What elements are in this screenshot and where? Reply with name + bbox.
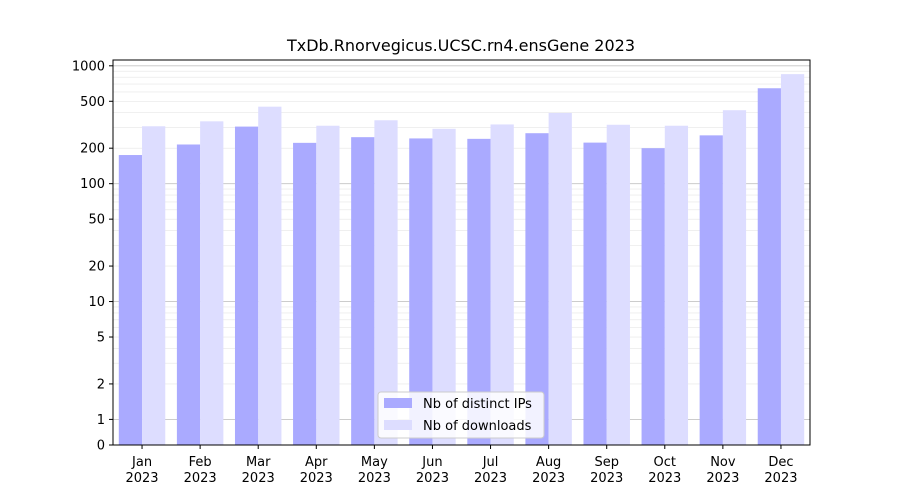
y-tick-label: 0	[97, 439, 105, 454]
y-axis: 0 1 2 5 10 20 50 100 200 500 1000	[72, 59, 113, 454]
y-tick-label: 20	[88, 260, 105, 275]
bar-ips-6	[467, 138, 491, 446]
x-tick-label: Dec 2023	[764, 455, 797, 486]
legend-box	[377, 391, 545, 439]
legend: Nb of distinct IPs Nb of downloads	[377, 391, 545, 439]
x-tick-label: Oct 2023	[648, 455, 681, 486]
y-tick-label: 1	[97, 413, 105, 428]
x-tick-label: Jul 2023	[474, 455, 507, 486]
chart-title: TxDb.Rnorvegicus.UCSC.rn4.ensGene 2023	[286, 36, 635, 55]
x-axis: Jan 2023 Feb 2023 Mar 2023 Apr 2023 May 2023 Jun 20…	[125, 445, 798, 486]
x-tick-label: Jan 2023	[125, 455, 158, 486]
bar-ips-9	[641, 148, 665, 445]
legend-label-ips: Nb of distinct IPs	[423, 397, 532, 412]
bar-ips-3	[293, 142, 317, 445]
bar-ips-0	[118, 155, 143, 446]
y-tick-label: 5	[97, 331, 105, 346]
legend-swatch-ips	[384, 398, 412, 408]
x-tick-label: May 2023	[358, 455, 391, 486]
bar-downloads-4	[374, 120, 398, 445]
bar-downloads-1	[200, 121, 224, 445]
bar-ips-8	[583, 142, 607, 446]
x-tick-label: Aug 2023	[532, 455, 565, 486]
bar-downloads-8	[606, 124, 630, 445]
y-tick-label: 2	[97, 377, 105, 392]
bar-ips-11	[757, 88, 781, 445]
bar-ips-7	[525, 133, 549, 445]
bar-ips-10	[699, 135, 723, 445]
bar-downloads-2	[258, 106, 282, 445]
bar-ips-5	[409, 138, 433, 445]
legend-swatch-downloads	[384, 420, 412, 430]
bar-downloads-11	[780, 74, 805, 445]
x-tick-label: Feb 2023	[184, 455, 217, 486]
y-tick-label: 1000	[72, 59, 105, 74]
y-tick-label: 100	[80, 177, 105, 192]
x-tick-label: Nov 2023	[706, 455, 739, 486]
x-tick-label: Mar 2023	[242, 455, 275, 486]
x-tick-label: Jun 2023	[416, 455, 449, 486]
bar-ips-4	[351, 137, 375, 445]
bar-downloads-0	[142, 126, 166, 445]
y-tick-label: 500	[80, 95, 105, 110]
bar-downloads-7	[548, 112, 572, 445]
bar-ips-1	[176, 144, 201, 445]
plot-frame	[112, 59, 811, 446]
bar-downloads-3	[316, 125, 340, 445]
bar-downloads-10	[722, 110, 747, 445]
bar-downloads-6	[490, 124, 514, 445]
grid-lines	[113, 65, 810, 420]
bars-group	[118, 74, 805, 446]
y-tick-label: 200	[80, 142, 105, 157]
x-tick-label: Sep 2023	[590, 455, 623, 486]
x-tick-label: Apr 2023	[300, 455, 333, 486]
bar-downloads-5	[432, 128, 456, 445]
legend-label-downloads: Nb of downloads	[423, 419, 532, 434]
bar-ips-2	[234, 126, 259, 445]
bar-downloads-9	[664, 125, 689, 445]
y-tick-label: 50	[88, 213, 105, 228]
y-tick-label: 10	[88, 295, 105, 310]
